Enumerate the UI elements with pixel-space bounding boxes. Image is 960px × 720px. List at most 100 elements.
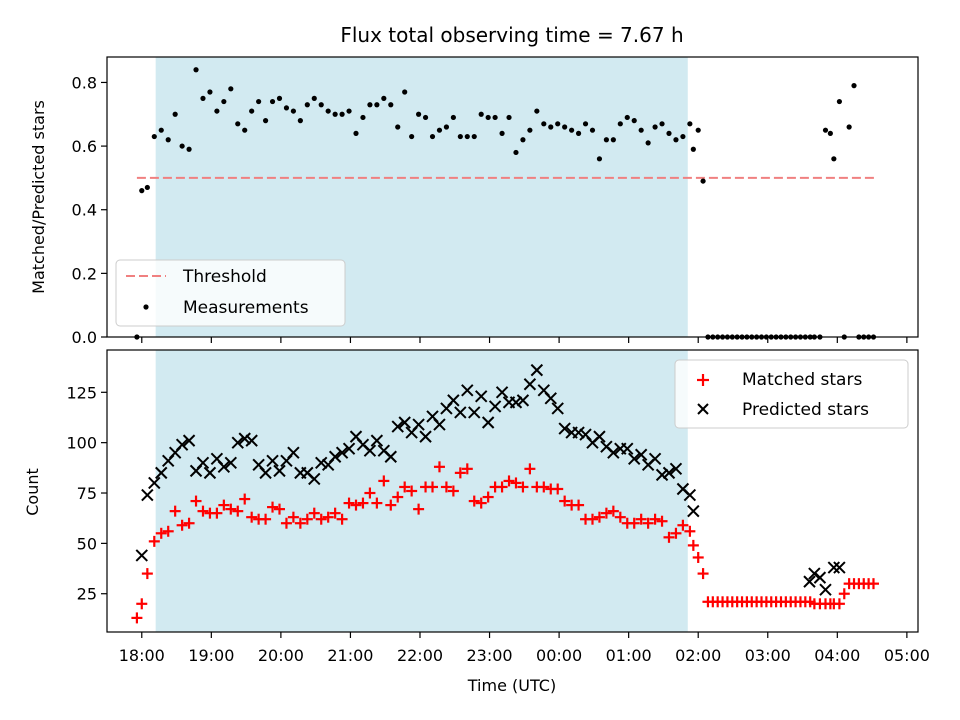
matched-star-point (218, 499, 230, 511)
predicted-star-point (155, 466, 168, 480)
y-tick-label: 25 (77, 585, 97, 604)
predicted-star-point (833, 561, 846, 574)
measurement-point (541, 121, 547, 127)
measurement-point (256, 98, 262, 105)
measurement-point (464, 133, 470, 140)
measurement-point (659, 121, 665, 127)
predicted-star-point (827, 561, 841, 574)
chart-title: Flux total observing time = 7.67 h (340, 23, 683, 47)
x-tick-label: 23:00 (466, 646, 512, 665)
matched-star-point (635, 513, 647, 525)
matched-star-point (697, 568, 709, 580)
matched-star-point (385, 499, 397, 511)
measurement-point (575, 130, 582, 136)
matched-star-point (867, 578, 879, 590)
matched-star-point (190, 495, 202, 507)
measurement-point (822, 127, 829, 133)
matched-star-point (628, 517, 640, 529)
x-tick-label: 00:00 (536, 646, 582, 665)
x-tick-label: 19:00 (188, 646, 234, 665)
matched-star-point (461, 463, 473, 475)
matched-star-point (427, 481, 439, 493)
measurement-point (262, 118, 269, 124)
legend-predicted-swatch (697, 403, 709, 415)
matched-star-point (687, 539, 699, 551)
matched-star-point (614, 511, 626, 523)
y-tick-label: 100 (66, 434, 97, 453)
x-tick-label: 22:00 (397, 646, 443, 665)
measurement-point (402, 89, 408, 95)
measurement-point (139, 188, 145, 194)
matched-star-point (468, 495, 480, 507)
predicted-star-point (655, 468, 669, 482)
ratio-panel-frame (106, 56, 919, 338)
matched-star-point (677, 519, 689, 531)
count-panel-frame (106, 349, 919, 633)
matched-stars-points (131, 461, 879, 624)
measurement-point (700, 178, 706, 184)
x-axis-label: Time (UTC) (467, 676, 556, 695)
predicted-star-point (342, 442, 356, 455)
x-tick-label: 21:00 (327, 646, 373, 665)
matched-star-point (433, 461, 445, 473)
matched-star-point (322, 511, 334, 523)
predicted-star-point (148, 476, 161, 490)
time-x-ticks: 18:00 19:00 20:00 21:00 22:00 23:00 00:00 01:00… (119, 632, 930, 665)
measurement-point (381, 95, 387, 101)
measurement-point (269, 98, 276, 105)
predicted-star-point (572, 426, 585, 439)
measurement-point (478, 111, 484, 117)
measurement-point (492, 114, 498, 121)
matched-star-point (482, 491, 494, 503)
predicted-star-point (808, 567, 821, 580)
predicted-star-point (813, 571, 827, 584)
matched-star-point (287, 511, 299, 523)
predicted-star-point (273, 464, 286, 478)
measurement-point (325, 108, 331, 114)
y-tick-label: 125 (66, 383, 97, 402)
predicted-star-point (141, 488, 154, 502)
predicted-star-point (238, 432, 251, 445)
matched-star-point (260, 513, 272, 525)
matched-star-point (357, 497, 369, 509)
predicted-star-point (607, 446, 620, 459)
measurement-point (346, 108, 352, 114)
predicted-star-point (224, 456, 238, 470)
measurement-points (134, 67, 877, 340)
matched-star-point (833, 598, 845, 610)
measurement-point (831, 156, 837, 162)
x-tick-label: 04:00 (814, 646, 860, 665)
measurement-point (589, 127, 596, 133)
predicted-star-point (175, 438, 189, 451)
measurement-point (311, 95, 317, 101)
predicted-star-point (308, 472, 321, 486)
predicted-star-point (135, 549, 148, 562)
observing-window-span (155, 350, 688, 632)
measurement-point (144, 184, 150, 191)
predicted-star-point (621, 442, 634, 455)
measurement-point (520, 137, 526, 143)
predicted-star-point (488, 400, 502, 413)
measurement-point (283, 105, 290, 111)
matched-star-point (663, 531, 675, 543)
predicted-star-point (447, 394, 460, 407)
matched-star-point (496, 481, 508, 493)
matched-star-point (524, 463, 536, 475)
measurement-point (827, 130, 833, 136)
matched-star-point (197, 505, 209, 517)
matched-star-point (148, 535, 160, 547)
measurement-point (304, 102, 310, 108)
measurement-point (186, 146, 192, 152)
matched-star-point (315, 513, 327, 525)
predicted-star-point (266, 454, 279, 467)
measurement-point (695, 127, 701, 133)
measurement-point (360, 114, 366, 121)
predicted-star-point (461, 384, 474, 397)
measurement-point (450, 114, 456, 121)
y-tick-label: 0.2 (72, 264, 97, 283)
measurement-point (617, 121, 623, 127)
x-tick-label: 02:00 (675, 646, 721, 665)
matched-star-point (503, 475, 515, 487)
predicted-star-point (551, 402, 564, 415)
predicted-star-point (196, 456, 210, 470)
